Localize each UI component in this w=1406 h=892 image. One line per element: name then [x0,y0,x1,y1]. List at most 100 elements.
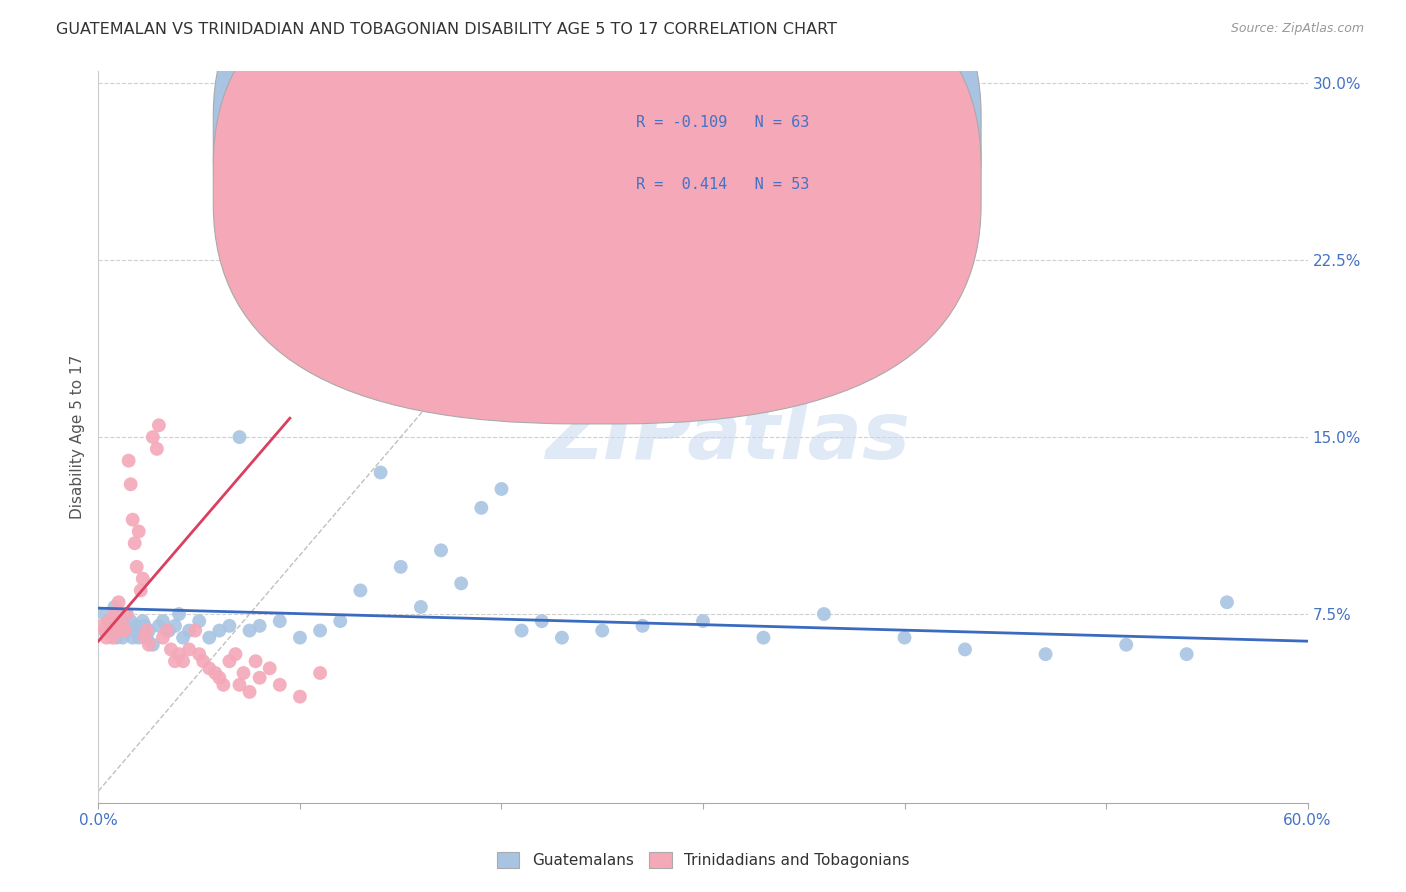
Point [893,631,915,645]
Text: R = -0.109   N = 63: R = -0.109 N = 63 [637,115,810,130]
Point [188,647,211,661]
Point [551,631,574,645]
Point [329,614,352,628]
Point [224,647,246,661]
Point [172,631,194,645]
Point [129,583,152,598]
Point [97,614,120,628]
Point [120,477,142,491]
Text: GUATEMALAN VS TRINIDADIAN AND TOBAGONIAN DISABILITY AGE 5 TO 17 CORRELATION CHAR: GUATEMALAN VS TRINIDADIAN AND TOBAGONIAN… [56,22,837,37]
Point [100,624,122,638]
Point [100,624,122,638]
Point [114,624,136,638]
Point [245,654,267,668]
Point [249,671,271,685]
Point [491,482,513,496]
Point [204,666,226,681]
Point [370,170,392,185]
Point [91,619,114,633]
Legend: Guatemalans, Trinidadians and Tobagonians: Guatemalans, Trinidadians and Tobagonian… [496,853,910,868]
Point [692,614,714,628]
Point [163,654,186,668]
Point [93,624,115,638]
Point [232,666,254,681]
Point [134,619,156,633]
Point [132,572,155,586]
Point [269,614,291,628]
Point [103,599,125,614]
Point [269,678,291,692]
FancyBboxPatch shape [214,0,981,375]
Point [142,430,165,444]
Point [114,619,136,633]
Point [93,607,115,621]
Point [125,559,148,574]
Point [128,524,150,539]
Point [124,536,146,550]
Point [470,500,492,515]
Text: ZIPatlas: ZIPatlas [544,398,910,476]
Y-axis label: Disability Age 5 to 17: Disability Age 5 to 17 [69,355,84,519]
Point [389,559,412,574]
Point [152,614,174,628]
Point [228,430,250,444]
Point [111,631,134,645]
Point [110,614,132,628]
Point [591,624,613,638]
Point [101,631,124,645]
Point [450,576,472,591]
Point [134,631,156,645]
Point [1115,638,1137,652]
Text: R =  0.414   N = 53: R = 0.414 N = 53 [637,178,810,193]
Point [121,631,143,645]
Point [218,619,240,633]
Point [370,466,392,480]
Point [107,595,129,609]
Point [184,624,207,638]
Point [249,619,271,633]
Point [208,624,231,638]
Point [228,678,250,692]
Point [172,654,194,668]
Point [179,642,201,657]
Point [120,614,142,628]
Point [142,638,165,652]
Point [111,619,134,633]
Point [288,690,311,704]
Point [953,642,976,657]
Point [218,654,240,668]
FancyBboxPatch shape [558,101,897,218]
Point [101,619,124,633]
Point [288,631,311,645]
Point [239,685,262,699]
Point [148,619,170,633]
Point [105,631,128,645]
Point [167,647,190,661]
Point [128,631,150,645]
Point [631,619,654,633]
Point [309,666,332,681]
Point [135,631,157,645]
Point [198,631,221,645]
Point [530,614,553,628]
Point [160,642,183,657]
Point [752,631,775,645]
Point [167,607,190,621]
Point [349,583,371,598]
Point [97,614,120,628]
Point [157,624,180,638]
Point [121,513,143,527]
Point [115,607,138,621]
Point [138,638,160,652]
Point [510,624,533,638]
Point [103,607,125,621]
Point [135,624,157,638]
FancyBboxPatch shape [214,0,981,424]
Point [118,453,141,467]
Point [107,624,129,638]
Point [239,624,262,638]
Point [409,599,432,614]
Point [129,624,152,638]
Point [163,619,186,633]
Point [132,614,155,628]
